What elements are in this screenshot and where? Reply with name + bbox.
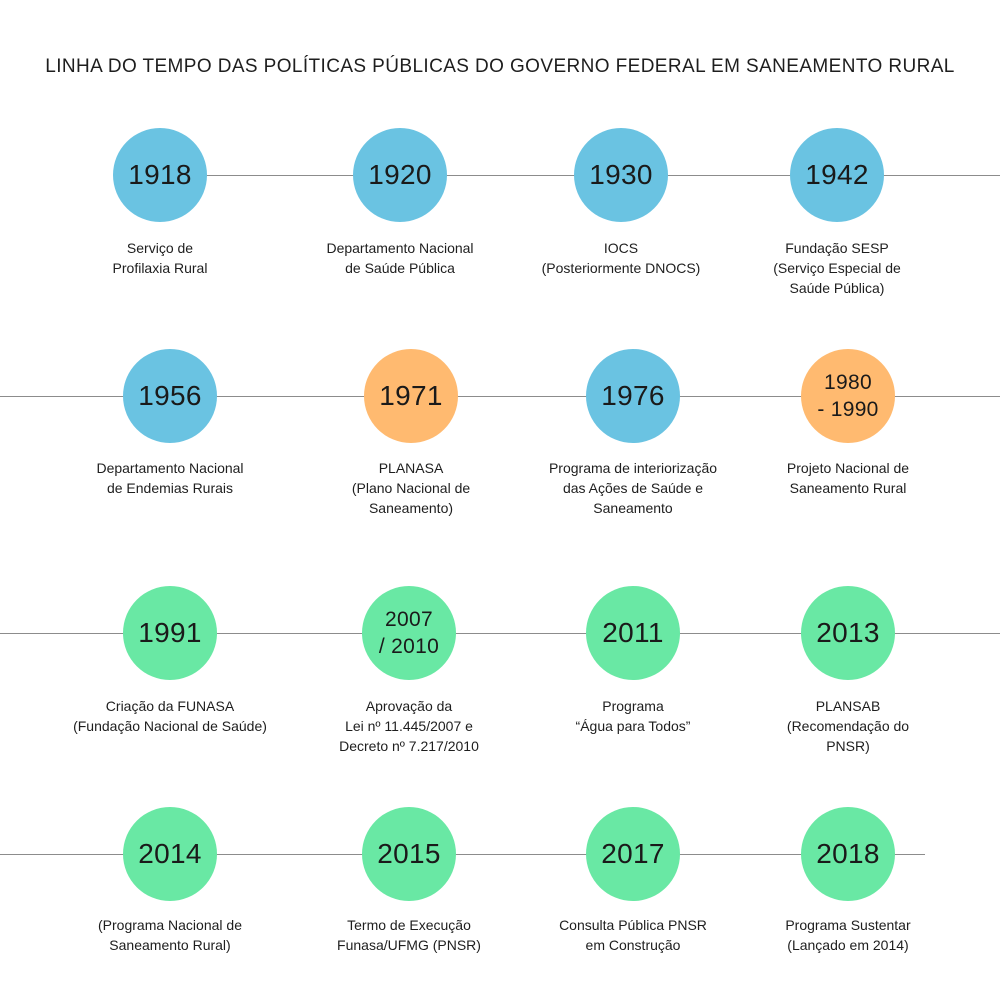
timeline-line [0, 396, 1000, 397]
year-circle: 1918 [113, 128, 207, 222]
year-circle: 1976 [586, 349, 680, 443]
year-label: 2013 [816, 617, 880, 648]
event-label: Aprovação da Lei nº 11.445/2007 e Decret… [339, 698, 479, 754]
year-label: 1956 [138, 380, 202, 411]
page-title: LINHA DO TEMPO DAS POLÍTICAS PÚBLICAS DO… [45, 56, 955, 77]
year-circle: 2015 [362, 807, 456, 901]
event-label: Consulta Pública PNSR em Construção [559, 917, 707, 953]
year-label: 2017 [601, 838, 665, 869]
event-label: Programa Sustentar (Lançado em 2014) [785, 917, 911, 953]
year-label: 2011 [602, 617, 664, 648]
year-label: 1942 [805, 159, 869, 190]
event-label: Fundação SESP (Serviço Especial de Saúde… [773, 240, 901, 296]
year-circle: 2014 [123, 807, 217, 901]
year-circle: 1942 [790, 128, 884, 222]
year-label: 2007 / 2010 [378, 608, 440, 658]
year-label: 2018 [816, 838, 880, 869]
timeline-line [0, 854, 925, 855]
year-circle: 2017 [586, 807, 680, 901]
year-circle: 1991 [123, 586, 217, 680]
event-label: Departamento Nacional de Saúde Pública [326, 240, 474, 276]
event-label: Programa de interiorização das Ações de … [548, 460, 718, 516]
year-label: 1991 [138, 617, 202, 648]
year-circle: 2013 [801, 586, 895, 680]
event-label: Projeto Nacional de Saneamento Rural [786, 460, 910, 496]
year-circle: 1980 - 1990 [801, 349, 895, 443]
event-label: Serviço de Profilaxia Rural [112, 240, 208, 276]
year-label: 1980 - 1990 [817, 371, 879, 421]
event-label: Criação da FUNASA (Fundação Nacional de … [73, 698, 267, 734]
year-label: 1930 [589, 159, 653, 190]
year-label: 2015 [377, 838, 441, 869]
year-label: 2014 [138, 838, 202, 869]
event-label: Departamento Nacional de Endemias Rurais [96, 460, 244, 496]
event-label: PLANSAB (Recomendação do PNSR) [786, 698, 910, 754]
year-circle: 2018 [801, 807, 895, 901]
year-circle: 1920 [353, 128, 447, 222]
year-label: 1918 [128, 159, 192, 190]
event-label: Programa “Água para Todos” [575, 698, 691, 734]
year-circle: 1930 [574, 128, 668, 222]
event-label: Termo de Execução Funasa/UFMG (PNSR) [337, 917, 481, 953]
year-circle: 2011 [586, 586, 680, 680]
event-label: PLANASA (Plano Nacional de Saneamento) [351, 460, 471, 516]
year-circle: 2007 / 2010 [362, 586, 456, 680]
year-circle: 1956 [123, 349, 217, 443]
timeline-line [0, 633, 1000, 634]
event-label: IOCS (Posteriormente DNOCS) [541, 240, 701, 276]
year-label: 1971 [379, 380, 443, 411]
year-label: 1976 [601, 380, 665, 411]
year-label: 1920 [368, 159, 432, 190]
year-circle: 1971 [364, 349, 458, 443]
event-label: (Programa Nacional de Saneamento Rural) [98, 917, 242, 953]
